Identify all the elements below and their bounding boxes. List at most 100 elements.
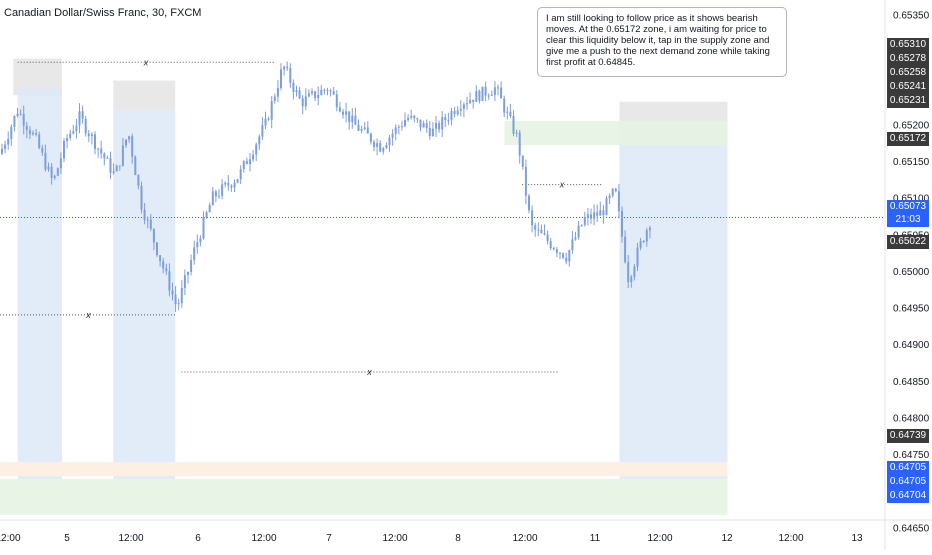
y-tick-label: 0.65000 — [893, 267, 930, 278]
candle — [500, 81, 503, 99]
candle — [63, 138, 65, 163]
candle — [481, 86, 484, 102]
y-tick-label: 0.65100 — [893, 194, 930, 205]
candle — [56, 167, 59, 177]
candle — [472, 99, 475, 109]
candle — [357, 119, 360, 132]
x-tick-label: 8 — [455, 533, 461, 544]
candle — [419, 119, 422, 132]
candle — [41, 144, 44, 156]
candle — [642, 240, 645, 244]
candle — [531, 205, 534, 233]
candle — [624, 230, 627, 264]
candle — [438, 120, 441, 133]
candle — [252, 149, 255, 162]
chart-title: Canadian Dollar/Swiss Franc, 30, FXCM — [4, 7, 202, 19]
candle — [543, 224, 546, 236]
x-tick-label: 7 — [326, 533, 332, 544]
bottom-band-green — [0, 479, 728, 515]
candle — [19, 109, 22, 116]
candle — [242, 160, 245, 173]
candle — [515, 129, 518, 138]
y-tick-label: 0.65350 — [893, 11, 930, 22]
candle — [413, 114, 416, 123]
candle — [245, 157, 248, 165]
candle — [137, 174, 140, 190]
candle — [528, 193, 530, 214]
x-tick-label: 12:00 — [0, 533, 21, 544]
candle — [301, 95, 304, 115]
candle — [518, 129, 521, 164]
x-tick-label: 12:00 — [512, 533, 537, 544]
price-tag: 0.65073 — [887, 200, 929, 214]
candle — [404, 112, 406, 128]
price-tag: 0.64705 — [887, 475, 929, 489]
candle — [493, 81, 496, 101]
candle — [115, 164, 118, 172]
candle — [106, 155, 109, 159]
candle — [379, 140, 382, 153]
candle — [450, 107, 453, 126]
candle — [255, 142, 258, 162]
candle — [22, 105, 25, 135]
price-tag: 0.64704 — [887, 489, 929, 503]
candle — [602, 204, 605, 224]
candle — [261, 117, 264, 140]
candle — [53, 174, 56, 180]
candle — [59, 152, 62, 174]
candle — [596, 204, 599, 223]
y-tick-label: 0.64900 — [893, 340, 930, 351]
candle — [78, 103, 81, 134]
candle — [193, 240, 196, 265]
candle — [648, 225, 651, 239]
candle — [645, 227, 648, 247]
candle — [639, 237, 642, 251]
candle — [273, 93, 276, 104]
candle — [453, 107, 456, 118]
candle — [283, 65, 286, 76]
candle — [183, 269, 186, 296]
candle — [487, 93, 490, 100]
candle — [165, 263, 168, 275]
annotation-callout[interactable]: I am still looking to follow price as it… — [537, 7, 787, 77]
candle — [376, 138, 379, 156]
candle — [435, 116, 437, 137]
x-tick-label: 12:00 — [647, 533, 672, 544]
candle — [180, 279, 183, 308]
candle — [4, 140, 7, 154]
y-tick-label: 0.65200 — [893, 121, 930, 132]
candle — [571, 231, 574, 254]
y-tick-label: 0.64650 — [893, 523, 930, 534]
price-tag-countdown: 21:03 — [887, 213, 929, 227]
candle — [152, 228, 155, 251]
candle — [633, 263, 636, 281]
candle — [617, 184, 620, 219]
candle — [469, 92, 472, 104]
y-tick-label: 0.64950 — [893, 304, 930, 315]
candle — [307, 89, 310, 98]
candle — [146, 216, 149, 229]
candle — [28, 126, 31, 139]
candle — [360, 125, 363, 134]
candle — [103, 152, 106, 166]
candle — [159, 254, 162, 267]
candle — [562, 252, 565, 260]
candle — [134, 155, 137, 176]
candle — [512, 110, 515, 137]
candle — [373, 139, 375, 152]
candle — [109, 151, 112, 179]
candle — [156, 241, 158, 257]
candle — [605, 195, 608, 216]
candle — [621, 206, 623, 243]
candle — [239, 165, 242, 184]
y-tick-label: 0.64850 — [893, 377, 930, 388]
candle — [342, 108, 344, 119]
candle — [230, 184, 233, 192]
candle — [131, 133, 134, 164]
candle — [484, 81, 487, 101]
zone-demand — [504, 120, 728, 146]
candle — [16, 107, 19, 118]
candle — [323, 88, 326, 95]
